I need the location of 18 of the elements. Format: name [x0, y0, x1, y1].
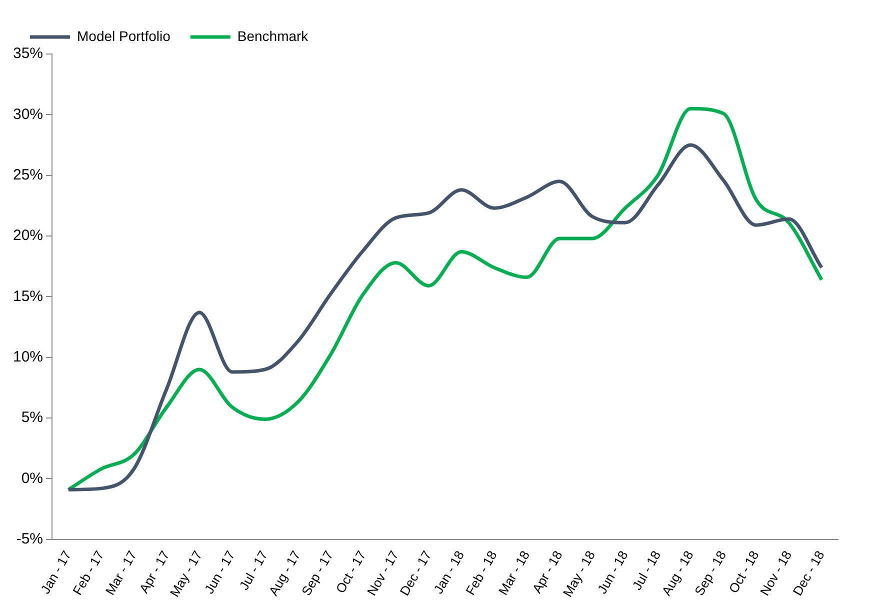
y-tick-label: 35%	[12, 45, 44, 62]
x-tick-label: Jun - 17	[201, 548, 238, 596]
y-tick-label: 15%	[12, 288, 44, 305]
y-tick-label: 0%	[21, 470, 44, 487]
x-tick-label: Sep - 18	[692, 548, 730, 598]
y-tick-label: -5%	[16, 530, 44, 548]
y-tick-label: 10%	[12, 348, 44, 366]
y-tick-label: 25%	[12, 166, 44, 184]
y-tick-label: 20%	[12, 227, 44, 244]
y-tick-label: 5%	[21, 409, 44, 426]
legend-label: Model Portfolio	[77, 28, 171, 44]
x-tick-label: Jun - 18	[594, 548, 631, 596]
x-tick-label: Jul - 17	[236, 548, 271, 593]
y-tick-label: 30%	[12, 106, 44, 123]
x-tick-label: Dec - 18	[790, 548, 828, 598]
x-tick-label: Jul - 18	[629, 548, 664, 593]
x-tick-label: Sep - 17	[298, 548, 336, 598]
legend-label: Benchmark	[237, 28, 310, 44]
